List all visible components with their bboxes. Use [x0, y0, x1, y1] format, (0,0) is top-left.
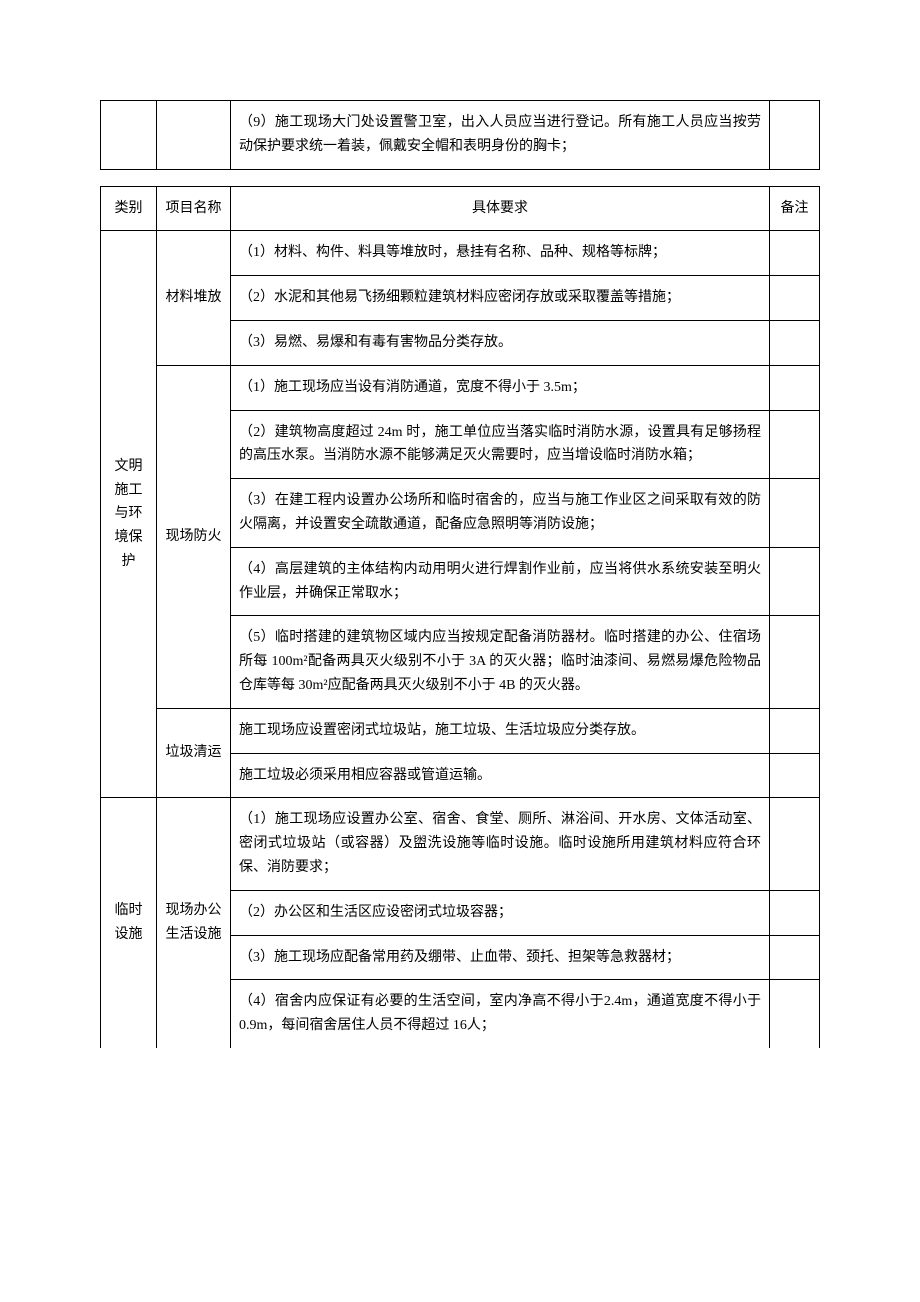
table-row: 现场防火 （1）施工现场应当设有消防通道，宽度不得小于 3.5m； [101, 365, 820, 410]
req-cell: （3）易燃、易爆和有毒有害物品分类存放。 [231, 320, 770, 365]
header-requirement: 具体要求 [231, 186, 770, 231]
table-row: 临时设施 现场办公生活设施 （1）施工现场应设置办公室、宿舍、食堂、厕所、淋浴间… [101, 798, 820, 890]
category-cell: 文明施工与环境保护 [101, 231, 157, 798]
req-cell: （2）办公区和生活区应设密闭式垃圾容器； [231, 890, 770, 935]
header-project: 项目名称 [157, 186, 231, 231]
table-row: 文明施工与环境保护 材料堆放 （1）材料、构件、料具等堆放时，悬挂有名称、品种、… [101, 231, 820, 276]
category-cell: 临时设施 [101, 798, 157, 1048]
note-cell [770, 365, 820, 410]
note-cell [770, 753, 820, 798]
note-cell [770, 320, 820, 365]
frag-note-cell [770, 101, 820, 170]
top-fragment-table: （9）施工现场大门处设置警卫室，出入人员应当进行登记。所有施工人员应当按劳动保护… [100, 100, 820, 170]
note-cell [770, 616, 820, 708]
header-category: 类别 [101, 186, 157, 231]
req-cell: 施工垃圾必须采用相应容器或管道运输。 [231, 753, 770, 798]
frag-cat-cell [101, 101, 157, 170]
req-cell: （4）宿舍内应保证有必要的生活空间，室内净高不得小于2.4m，通道宽度不得小于 … [231, 980, 770, 1048]
req-cell: （3）在建工程内设置办公场所和临时宿舍的，应当与施工作业区之间采取有效的防火隔离… [231, 479, 770, 548]
note-cell [770, 276, 820, 321]
req-cell: （1）施工现场应设置办公室、宿舍、食堂、厕所、淋浴间、开水房、文体活动室、密闭式… [231, 798, 770, 890]
note-cell [770, 935, 820, 980]
table-row: 垃圾清运 施工现场应设置密闭式垃圾站，施工垃圾、生活垃圾应分类存放。 [101, 708, 820, 753]
note-cell [770, 410, 820, 479]
note-cell [770, 231, 820, 276]
req-cell: （2）水泥和其他易飞扬细颗粒建筑材料应密闭存放或采取覆盖等措施； [231, 276, 770, 321]
header-row: 类别 项目名称 具体要求 备注 [101, 186, 820, 231]
req-cell: 施工现场应设置密闭式垃圾站，施工垃圾、生活垃圾应分类存放。 [231, 708, 770, 753]
req-cell: （3）施工现场应配备常用药及绷带、止血带、颈托、担架等急救器材； [231, 935, 770, 980]
note-cell [770, 890, 820, 935]
main-table: 类别 项目名称 具体要求 备注 文明施工与环境保护 材料堆放 （1）材料、构件、… [100, 186, 820, 1048]
req-cell: （1）施工现场应当设有消防通道，宽度不得小于 3.5m； [231, 365, 770, 410]
req-cell: （2）建筑物高度超过 24m 时，施工单位应当落实临时消防水源，设置具有足够扬程… [231, 410, 770, 479]
project-cell: 垃圾清运 [157, 708, 231, 798]
req-cell: （1）材料、构件、料具等堆放时，悬挂有名称、品种、规格等标牌； [231, 231, 770, 276]
header-note: 备注 [770, 186, 820, 231]
note-cell [770, 547, 820, 616]
project-cell: 现场办公生活设施 [157, 798, 231, 1048]
project-cell: 现场防火 [157, 365, 231, 708]
frag-proj-cell [157, 101, 231, 170]
note-cell [770, 798, 820, 890]
note-cell [770, 479, 820, 548]
frag-req-cell: （9）施工现场大门处设置警卫室，出入人员应当进行登记。所有施工人员应当按劳动保护… [231, 101, 770, 170]
note-cell [770, 708, 820, 753]
project-cell: 材料堆放 [157, 231, 231, 365]
req-cell: （4）高层建筑的主体结构内动用明火进行焊割作业前，应当将供水系统安装至明火作业层… [231, 547, 770, 616]
req-cell: （5）临时搭建的建筑物区域内应当按规定配备消防器材。临时搭建的办公、住宿场所每 … [231, 616, 770, 708]
note-cell [770, 980, 820, 1048]
